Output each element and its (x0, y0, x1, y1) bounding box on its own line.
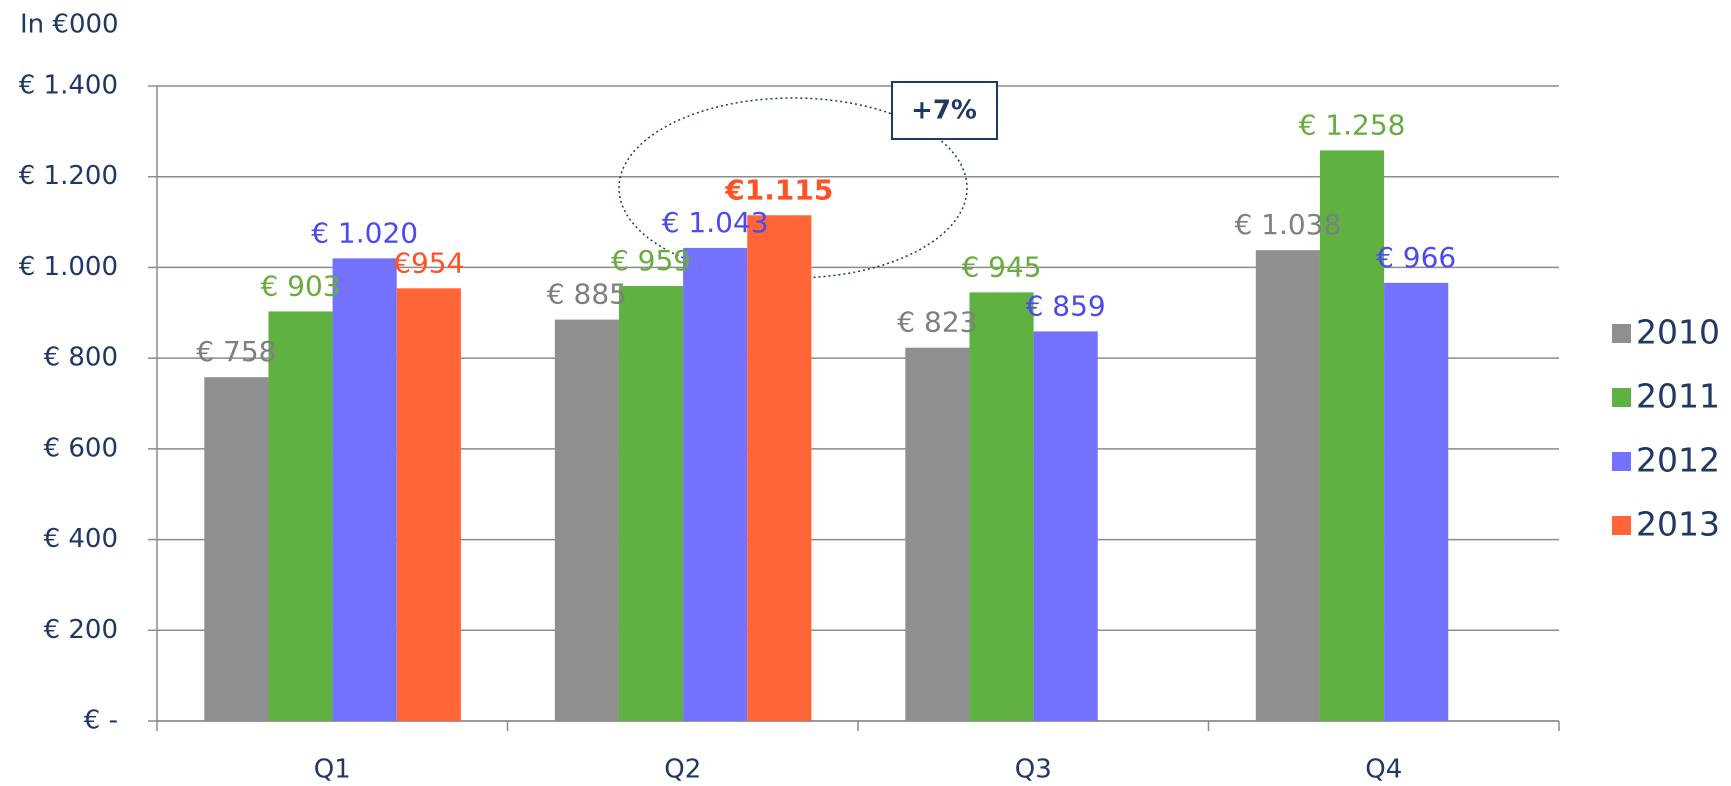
bar (396, 288, 461, 721)
annotation-box (891, 81, 998, 140)
y-tick-label: € 1.000 (19, 252, 118, 282)
legend-label: 2012 (1636, 441, 1720, 480)
y-tick-label: € 600 (44, 433, 118, 463)
value-label: € 885 (547, 278, 627, 311)
bar (332, 258, 397, 721)
annotation: +7% (911, 96, 977, 126)
legend-swatch (1612, 324, 1631, 343)
bar (618, 286, 684, 721)
bar (747, 215, 812, 721)
x-tick-label: Q3 (1015, 755, 1052, 785)
value-label: € 758 (196, 335, 276, 368)
bar (268, 311, 333, 721)
value-label: € 859 (1026, 289, 1106, 322)
value-label: € 1.043 (662, 206, 769, 239)
highlight-ellipse (618, 97, 968, 279)
bar (1319, 150, 1385, 721)
bar (1033, 331, 1098, 721)
y-tick-label: € 200 (44, 615, 118, 645)
bar (1384, 282, 1449, 721)
value-label: €954 (393, 246, 464, 279)
y-tick-label: € 1.200 (19, 161, 118, 191)
x-tick-label: Q1 (314, 755, 351, 785)
bar (683, 247, 748, 722)
bar (905, 347, 970, 721)
value-label: € 823 (897, 306, 977, 339)
y-tick-label: € 800 (44, 343, 118, 373)
value-label: € 1.038 (1234, 208, 1341, 241)
legend-label: 2011 (1636, 377, 1720, 416)
bar (204, 377, 269, 721)
value-label: € 1.020 (311, 216, 418, 249)
value-label: € 945 (961, 250, 1041, 283)
y-tick-label: € 1.400 (19, 71, 118, 101)
bar (554, 319, 619, 721)
bar (1255, 250, 1320, 721)
value-label: € 903 (260, 269, 340, 302)
x-tick-label: Q2 (664, 755, 701, 785)
legend-swatch (1612, 452, 1631, 471)
bar (969, 292, 1034, 721)
y-axis-label: In €000 (20, 10, 119, 40)
value-label: €1.115 (724, 173, 833, 206)
legend-label: 2013 (1636, 505, 1720, 544)
legend-swatch (1612, 388, 1631, 407)
legend-label: 2010 (1636, 313, 1720, 352)
value-label: € 966 (1376, 241, 1456, 274)
value-label: € 959 (611, 244, 691, 277)
legend-swatch (1612, 516, 1631, 535)
y-tick-label: € 400 (44, 524, 118, 554)
value-label: € 1.258 (1299, 108, 1406, 141)
x-tick-label: Q4 (1365, 755, 1402, 785)
y-tick-label: € - (84, 706, 118, 736)
